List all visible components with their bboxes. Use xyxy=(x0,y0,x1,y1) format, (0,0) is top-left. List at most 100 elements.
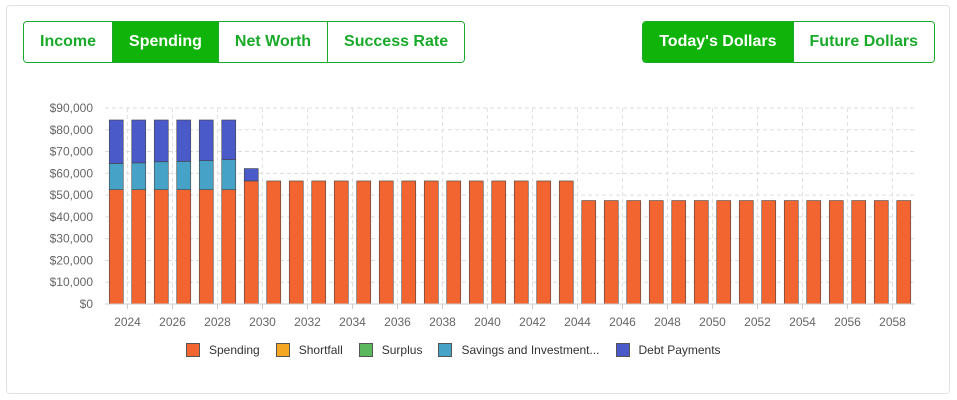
bar-spending-2048[interactable] xyxy=(671,200,687,305)
legend-label: Debt Payments xyxy=(638,343,721,357)
bar-spending-2056[interactable] xyxy=(851,200,867,305)
bar-debt-2028[interactable] xyxy=(221,119,237,160)
bar-spending-2026[interactable] xyxy=(176,189,192,305)
bar-spending-2036[interactable] xyxy=(401,180,417,305)
y-tick-label: $70,000 xyxy=(50,145,94,159)
bar-spending-2045[interactable] xyxy=(603,200,619,305)
chart-grid xyxy=(105,107,915,304)
bar-spending-2057[interactable] xyxy=(873,200,889,305)
bar-spending-2038[interactable] xyxy=(446,180,462,305)
view-tab-group: Income Spending Net Worth Success Rate xyxy=(23,21,466,63)
bar-spending-2053[interactable] xyxy=(783,200,799,305)
bar-spending-2029[interactable] xyxy=(243,180,259,305)
bar-savings-2026[interactable] xyxy=(176,161,192,190)
tab-future-dollars[interactable]: Future Dollars xyxy=(793,22,934,62)
y-tick-label: $0 xyxy=(80,297,94,311)
bar-savings-2027[interactable] xyxy=(198,160,214,190)
legend-swatch-debt xyxy=(615,343,630,357)
dollar-tab-group: Today's Dollars Future Dollars xyxy=(642,21,935,63)
bar-spending-2037[interactable] xyxy=(423,180,439,305)
legend-item-debt-payments[interactable]: Debt Payments xyxy=(615,343,721,357)
bar-debt-2024[interactable] xyxy=(131,119,147,164)
bar-spending-2033[interactable] xyxy=(333,180,349,305)
bar-spending-2041[interactable] xyxy=(513,180,529,305)
bar-spending-2058[interactable] xyxy=(896,200,912,305)
spending-bar-chart: $0 $10,000 $20,000 $30,000 $40,000 $50,000 $60… xyxy=(50,101,915,329)
x-tick-label: 2046 xyxy=(609,315,636,329)
legend-label: Surplus xyxy=(381,343,423,357)
x-tick-label: 2050 xyxy=(699,315,726,329)
legend-swatch-shortfall xyxy=(275,343,290,357)
bar-spending-2046[interactable] xyxy=(626,200,642,305)
x-axis: 2024 2026 2028 2030 2032 2034 2036 2038 2040 2042… xyxy=(105,303,915,329)
bar-spending-2030[interactable] xyxy=(266,180,282,305)
x-tick-label: 2052 xyxy=(744,315,771,329)
bar-spending-2049[interactable] xyxy=(693,200,709,305)
chart-legend: Spending Shortfall Surplus Savings and I… xyxy=(186,343,737,357)
bar-spending-2039[interactable] xyxy=(468,180,484,305)
bar-spending-2055[interactable] xyxy=(828,200,844,305)
x-tick-label: 2058 xyxy=(879,315,906,329)
bar-spending-2031[interactable] xyxy=(288,180,304,305)
y-tick-label: $30,000 xyxy=(50,232,94,246)
y-tick-label: $80,000 xyxy=(50,123,94,137)
x-tick-label: 2042 xyxy=(519,315,546,329)
x-tick-label: 2038 xyxy=(429,315,456,329)
x-tick-label: 2036 xyxy=(384,315,411,329)
x-tick-label: 2054 xyxy=(789,315,816,329)
bar-spending-2034[interactable] xyxy=(356,180,372,305)
chart-bars xyxy=(108,119,912,305)
y-tick-label: $10,000 xyxy=(50,275,94,289)
bar-spending-2027[interactable] xyxy=(198,189,214,305)
y-tick-label: $40,000 xyxy=(50,210,94,224)
bar-debt-2025[interactable] xyxy=(153,119,169,163)
x-tick-label: 2028 xyxy=(204,315,231,329)
bar-spending-2024[interactable] xyxy=(131,189,147,305)
x-tick-label: 2048 xyxy=(654,315,681,329)
x-tick-label: 2032 xyxy=(294,315,321,329)
legend-label: Shortfall xyxy=(298,343,343,357)
tab-spending[interactable]: Spending xyxy=(113,22,219,62)
bar-spending-2035[interactable] xyxy=(378,180,394,305)
bar-debt-2023[interactable] xyxy=(108,119,124,164)
tab-success-rate[interactable]: Success Rate xyxy=(328,22,465,62)
legend-item-savings[interactable]: Savings and Investment... xyxy=(438,343,600,357)
bar-savings-2028[interactable] xyxy=(221,159,237,190)
tab-income[interactable]: Income xyxy=(24,22,114,62)
bar-debt-2026[interactable] xyxy=(176,119,192,162)
y-tick-label: $90,000 xyxy=(50,101,94,115)
tab-todays-dollars[interactable]: Today's Dollars xyxy=(643,22,794,62)
bar-spending-2050[interactable] xyxy=(716,200,732,305)
bar-spending-2047[interactable] xyxy=(648,200,664,305)
legend-swatch-savings xyxy=(438,343,453,357)
bar-spending-2040[interactable] xyxy=(491,180,507,305)
bar-spending-2051[interactable] xyxy=(738,200,754,305)
bar-spending-2054[interactable] xyxy=(806,200,822,305)
bar-spending-2042[interactable] xyxy=(536,180,552,305)
bar-spending-2052[interactable] xyxy=(761,200,777,305)
bar-spending-2032[interactable] xyxy=(311,180,327,305)
legend-item-surplus[interactable]: Surplus xyxy=(358,343,423,357)
x-tick-label: 2034 xyxy=(339,315,366,329)
legend-item-shortfall[interactable]: Shortfall xyxy=(275,343,343,357)
legend-item-spending[interactable]: Spending xyxy=(186,343,260,357)
bar-spending-2043[interactable] xyxy=(558,180,574,305)
tab-net-worth[interactable]: Net Worth xyxy=(218,22,329,62)
bar-savings-2024[interactable] xyxy=(131,162,147,190)
x-tick-label: 2026 xyxy=(159,315,186,329)
legend-swatch-spending xyxy=(186,343,200,357)
legend-label: Spending xyxy=(209,343,260,357)
x-tick-label: 2056 xyxy=(834,315,861,329)
bar-debt-2029[interactable] xyxy=(243,168,259,182)
x-tick-label: 2040 xyxy=(474,315,501,329)
bar-savings-2023[interactable] xyxy=(108,163,124,190)
legend-swatch-surplus xyxy=(358,343,373,357)
bar-spending-2025[interactable] xyxy=(153,189,169,305)
bar-spending-2028[interactable] xyxy=(221,189,237,305)
bar-spending-2044[interactable] xyxy=(581,200,597,305)
y-tick-label: $60,000 xyxy=(50,166,94,180)
bar-savings-2025[interactable] xyxy=(153,161,169,190)
bar-debt-2027[interactable] xyxy=(198,119,214,162)
bar-spending-2023[interactable] xyxy=(108,189,124,305)
x-tick-label: 2030 xyxy=(249,315,276,329)
